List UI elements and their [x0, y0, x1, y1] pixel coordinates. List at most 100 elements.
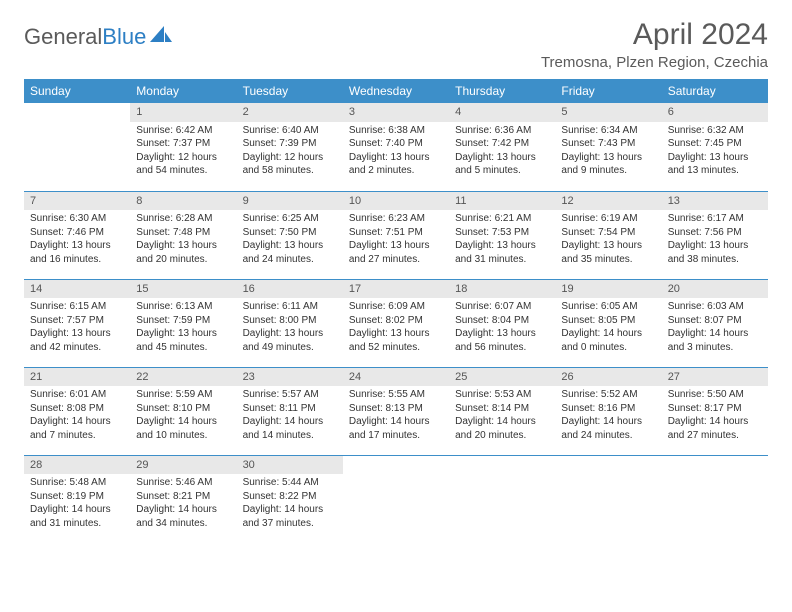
daylight-text-2: and 20 minutes.: [455, 429, 549, 443]
daylight-text-2: and 42 minutes.: [30, 341, 124, 355]
daylight-text-1: Daylight: 14 hours: [455, 415, 549, 429]
header: GeneralBlue April 2024 Tremosna, Plzen R…: [24, 18, 768, 71]
calendar-cell: 27Sunrise: 5:50 AMSunset: 8:17 PMDayligh…: [662, 367, 768, 455]
sunset-text: Sunset: 7:37 PM: [136, 137, 230, 151]
sunset-text: Sunset: 7:56 PM: [668, 226, 762, 240]
daylight-text-1: Daylight: 13 hours: [561, 239, 655, 253]
calendar-cell: 15Sunrise: 6:13 AMSunset: 7:59 PMDayligh…: [130, 279, 236, 367]
sunset-text: Sunset: 7:53 PM: [455, 226, 549, 240]
logo-sail-icon: [150, 24, 172, 50]
sunset-text: Sunset: 8:16 PM: [561, 402, 655, 416]
daylight-text-1: Daylight: 13 hours: [349, 151, 443, 165]
calendar-cell: 19Sunrise: 6:05 AMSunset: 8:05 PMDayligh…: [555, 279, 661, 367]
daylight-text-2: and 54 minutes.: [136, 164, 230, 178]
sunrise-text: Sunrise: 5:55 AM: [349, 388, 443, 402]
daylight-text-2: and 0 minutes.: [561, 341, 655, 355]
day-body: Sunrise: 6:01 AMSunset: 8:08 PMDaylight:…: [24, 386, 130, 446]
day-number: 1: [130, 103, 236, 122]
calendar-cell: 17Sunrise: 6:09 AMSunset: 8:02 PMDayligh…: [343, 279, 449, 367]
calendar-cell: 4Sunrise: 6:36 AMSunset: 7:42 PMDaylight…: [449, 103, 555, 191]
daylight-text-1: Daylight: 14 hours: [349, 415, 443, 429]
daylight-text-1: Daylight: 13 hours: [30, 327, 124, 341]
day-number: 17: [343, 280, 449, 299]
sunrise-text: Sunrise: 6:32 AM: [668, 124, 762, 138]
calendar-cell: 29Sunrise: 5:46 AMSunset: 8:21 PMDayligh…: [130, 455, 236, 543]
daylight-text-2: and 20 minutes.: [136, 253, 230, 267]
calendar-cell: 20Sunrise: 6:03 AMSunset: 8:07 PMDayligh…: [662, 279, 768, 367]
day-body: Sunrise: 5:59 AMSunset: 8:10 PMDaylight:…: [130, 386, 236, 446]
daylight-text-1: Daylight: 13 hours: [455, 327, 549, 341]
daylight-text-1: Daylight: 14 hours: [243, 415, 337, 429]
calendar-cell: 5Sunrise: 6:34 AMSunset: 7:43 PMDaylight…: [555, 103, 661, 191]
sunset-text: Sunset: 8:13 PM: [349, 402, 443, 416]
weekday-header: Saturday: [662, 79, 768, 103]
daylight-text-1: Daylight: 12 hours: [243, 151, 337, 165]
daylight-text-1: Daylight: 13 hours: [243, 239, 337, 253]
daylight-text-2: and 27 minutes.: [668, 429, 762, 443]
day-body: Sunrise: 6:13 AMSunset: 7:59 PMDaylight:…: [130, 298, 236, 358]
day-body: Sunrise: 6:30 AMSunset: 7:46 PMDaylight:…: [24, 210, 130, 270]
sunset-text: Sunset: 8:02 PM: [349, 314, 443, 328]
calendar-cell: 2Sunrise: 6:40 AMSunset: 7:39 PMDaylight…: [237, 103, 343, 191]
sunrise-text: Sunrise: 5:46 AM: [136, 476, 230, 490]
daylight-text-2: and 3 minutes.: [668, 341, 762, 355]
daylight-text-2: and 2 minutes.: [349, 164, 443, 178]
day-body: Sunrise: 6:36 AMSunset: 7:42 PMDaylight:…: [449, 122, 555, 182]
daylight-text-1: Daylight: 13 hours: [349, 239, 443, 253]
daylight-text-2: and 17 minutes.: [349, 429, 443, 443]
day-number: 2: [237, 103, 343, 122]
calendar-cell: [555, 455, 661, 543]
calendar-cell: 6Sunrise: 6:32 AMSunset: 7:45 PMDaylight…: [662, 103, 768, 191]
daylight-text-2: and 24 minutes.: [243, 253, 337, 267]
sunset-text: Sunset: 7:40 PM: [349, 137, 443, 151]
day-body: Sunrise: 6:25 AMSunset: 7:50 PMDaylight:…: [237, 210, 343, 270]
day-number: 27: [662, 368, 768, 387]
sunset-text: Sunset: 7:43 PM: [561, 137, 655, 151]
sunset-text: Sunset: 8:17 PM: [668, 402, 762, 416]
weekday-header: Monday: [130, 79, 236, 103]
day-number: 16: [237, 280, 343, 299]
sunset-text: Sunset: 8:10 PM: [136, 402, 230, 416]
day-number: 22: [130, 368, 236, 387]
day-number: 30: [237, 456, 343, 475]
daylight-text-1: Daylight: 13 hours: [349, 327, 443, 341]
calendar-cell: 9Sunrise: 6:25 AMSunset: 7:50 PMDaylight…: [237, 191, 343, 279]
daylight-text-2: and 56 minutes.: [455, 341, 549, 355]
day-body: Sunrise: 6:23 AMSunset: 7:51 PMDaylight:…: [343, 210, 449, 270]
sunrise-text: Sunrise: 6:36 AM: [455, 124, 549, 138]
calendar-row: 14Sunrise: 6:15 AMSunset: 7:57 PMDayligh…: [24, 279, 768, 367]
weekday-header: Sunday: [24, 79, 130, 103]
day-body: Sunrise: 6:17 AMSunset: 7:56 PMDaylight:…: [662, 210, 768, 270]
calendar-cell: 26Sunrise: 5:52 AMSunset: 8:16 PMDayligh…: [555, 367, 661, 455]
calendar-row: 7Sunrise: 6:30 AMSunset: 7:46 PMDaylight…: [24, 191, 768, 279]
sunset-text: Sunset: 7:59 PM: [136, 314, 230, 328]
daylight-text-1: Daylight: 12 hours: [136, 151, 230, 165]
day-body: Sunrise: 6:42 AMSunset: 7:37 PMDaylight:…: [130, 122, 236, 182]
daylight-text-2: and 34 minutes.: [136, 517, 230, 531]
sunset-text: Sunset: 7:42 PM: [455, 137, 549, 151]
sunrise-text: Sunrise: 6:25 AM: [243, 212, 337, 226]
daylight-text-2: and 38 minutes.: [668, 253, 762, 267]
day-body: Sunrise: 6:11 AMSunset: 8:00 PMDaylight:…: [237, 298, 343, 358]
day-number: 12: [555, 192, 661, 211]
calendar-cell: 18Sunrise: 6:07 AMSunset: 8:04 PMDayligh…: [449, 279, 555, 367]
sunset-text: Sunset: 7:39 PM: [243, 137, 337, 151]
day-number: 29: [130, 456, 236, 475]
sunset-text: Sunset: 7:51 PM: [349, 226, 443, 240]
day-number: 24: [343, 368, 449, 387]
logo-text-2: Blue: [102, 24, 146, 50]
sunrise-text: Sunrise: 5:50 AM: [668, 388, 762, 402]
sunrise-text: Sunrise: 6:07 AM: [455, 300, 549, 314]
calendar-cell: [449, 455, 555, 543]
sunrise-text: Sunrise: 6:05 AM: [561, 300, 655, 314]
daylight-text-2: and 35 minutes.: [561, 253, 655, 267]
daylight-text-2: and 14 minutes.: [243, 429, 337, 443]
sunrise-text: Sunrise: 6:19 AM: [561, 212, 655, 226]
calendar-cell: 8Sunrise: 6:28 AMSunset: 7:48 PMDaylight…: [130, 191, 236, 279]
daylight-text-2: and 31 minutes.: [30, 517, 124, 531]
calendar-cell: 28Sunrise: 5:48 AMSunset: 8:19 PMDayligh…: [24, 455, 130, 543]
calendar-cell: 23Sunrise: 5:57 AMSunset: 8:11 PMDayligh…: [237, 367, 343, 455]
sunrise-text: Sunrise: 6:38 AM: [349, 124, 443, 138]
day-body: Sunrise: 6:40 AMSunset: 7:39 PMDaylight:…: [237, 122, 343, 182]
day-body: Sunrise: 6:09 AMSunset: 8:02 PMDaylight:…: [343, 298, 449, 358]
